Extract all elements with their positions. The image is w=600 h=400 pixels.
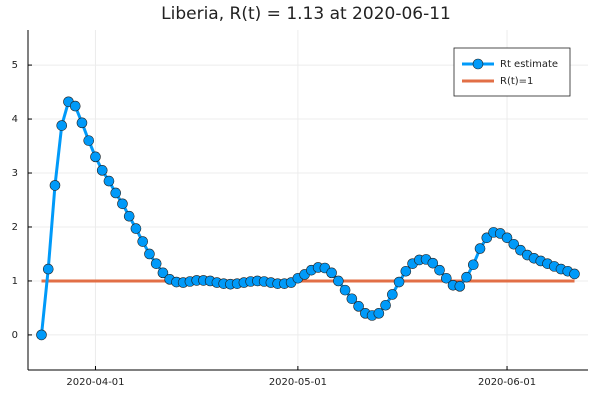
y-tick-label: 5 [12, 60, 18, 71]
data-point [157, 267, 169, 279]
data-point [434, 264, 445, 276]
data-point [569, 268, 580, 280]
data-point [501, 232, 513, 244]
legend-marker [472, 58, 484, 70]
data-point [123, 210, 135, 222]
data-point [144, 248, 155, 260]
data-point [36, 329, 47, 341]
data-point [468, 259, 479, 271]
data-point [454, 281, 466, 292]
y-tick-label: 1 [12, 276, 18, 287]
chart-title: Liberia, R(t) = 1.13 at 2020-06-11 [161, 4, 451, 24]
data-point [56, 120, 68, 131]
data-point [380, 299, 391, 311]
data-point [427, 257, 439, 269]
data-point [353, 301, 364, 312]
data-point [393, 276, 405, 288]
legend-label: R(t)=1 [500, 76, 533, 87]
data-point [346, 293, 358, 305]
data-point [103, 175, 115, 187]
data-point [333, 275, 344, 287]
x-tick-label: 2020-06-01 [478, 377, 536, 388]
data-point [339, 284, 351, 296]
data-point [441, 272, 452, 284]
data-point [150, 258, 162, 269]
y-tick-label: 3 [12, 168, 18, 179]
x-tick-label: 2020-05-01 [269, 377, 327, 388]
data-point [96, 165, 108, 176]
data-point [508, 238, 520, 250]
data-point [387, 289, 398, 300]
data-point [83, 135, 95, 146]
data-point [400, 265, 412, 277]
data-point [90, 151, 101, 163]
x-tick-label: 2020-04-01 [66, 377, 124, 388]
y-tick-label: 0 [12, 330, 18, 341]
data-point [461, 271, 472, 283]
legend-label: Rt estimate [500, 59, 558, 70]
data-point [117, 198, 128, 210]
series-line [40, 99, 576, 336]
y-tick-label: 2 [12, 222, 18, 233]
data-point [69, 100, 81, 112]
legend-box [453, 47, 571, 97]
data-point [373, 308, 385, 319]
data-point [49, 180, 61, 191]
data-point [130, 223, 142, 234]
data-point [137, 236, 148, 247]
data-point [110, 187, 122, 199]
y-tick-label: 4 [12, 114, 18, 125]
data-point [326, 267, 337, 279]
data-point [76, 117, 88, 129]
data-point [42, 263, 54, 275]
data-point [474, 243, 486, 254]
